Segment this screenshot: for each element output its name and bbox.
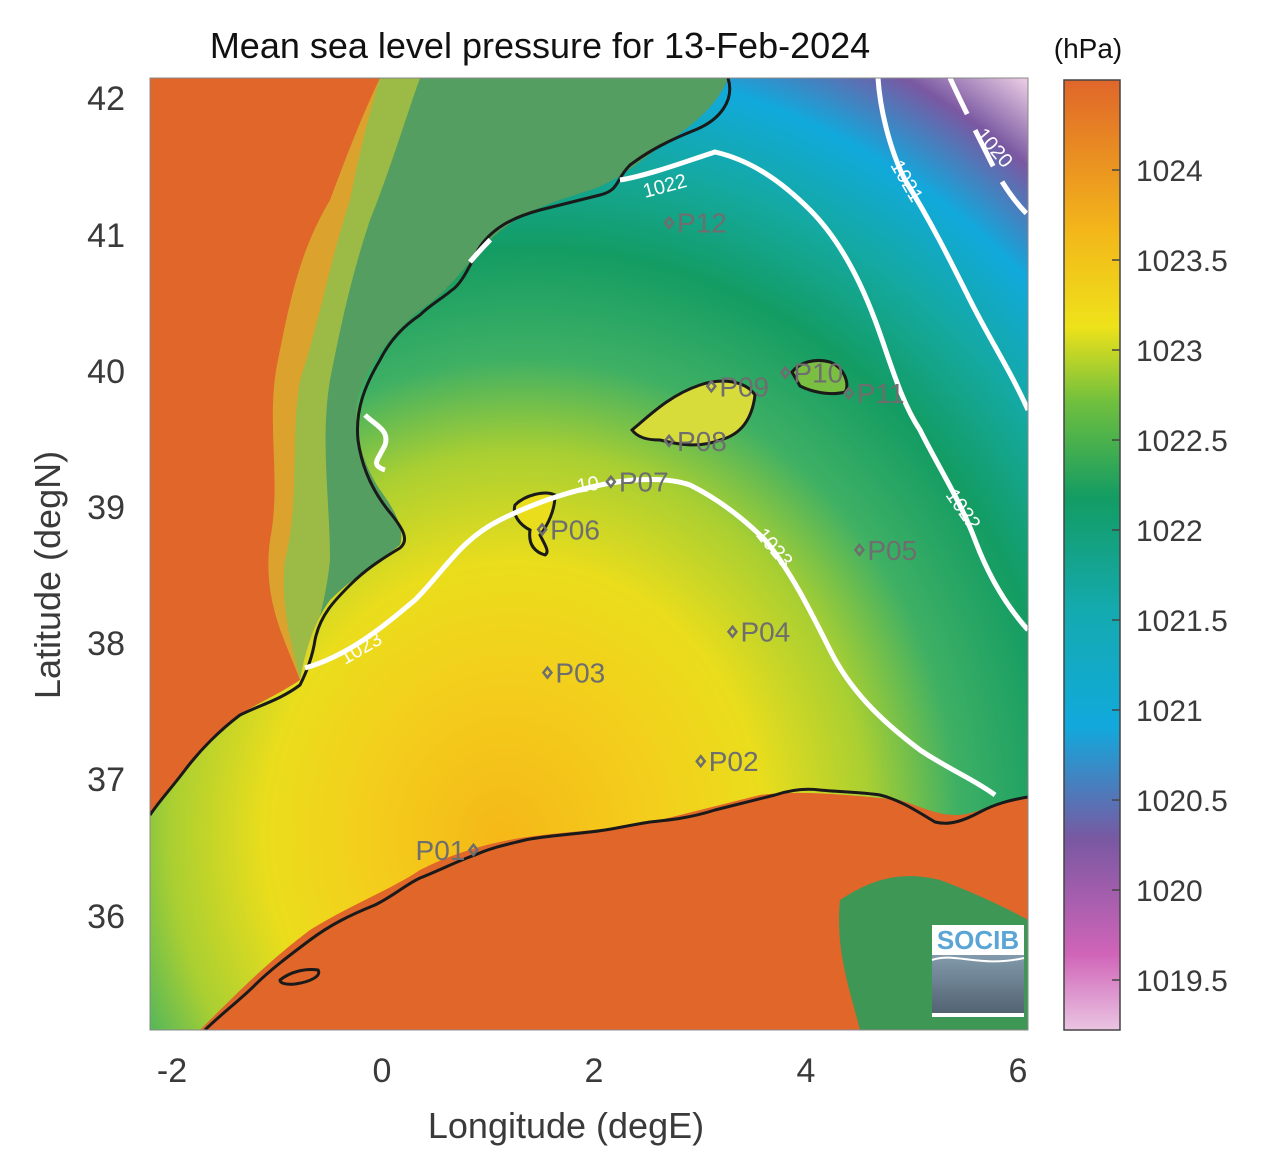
station-label: P08 (677, 426, 727, 457)
contour-1023-inner (363, 413, 389, 473)
land-north-africa (150, 792, 1028, 1030)
colorbar-tick-label: 1022.5 (1136, 425, 1228, 458)
colorbar-tick-label: 1021.5 (1136, 605, 1228, 638)
x-tick-label: 2 (585, 1052, 604, 1090)
colorbar: 1024 1023.5 1023 1022.5 1022 1021.5 1021… (1063, 79, 1228, 1031)
x-tick-label: 6 (1009, 1052, 1028, 1090)
station-label: P02 (709, 746, 759, 777)
station-label: P03 (555, 658, 605, 689)
station-label: P11 (857, 378, 905, 409)
colorbar-tick-label: 1024 (1136, 155, 1203, 188)
station-label: P04 (740, 617, 790, 648)
coastline-alboran (278, 968, 321, 986)
coastlines (150, 78, 1028, 1030)
station-marker (695, 754, 707, 769)
logo-wave (931, 956, 1025, 963)
station-marker (467, 842, 479, 857)
coastline-iberia (150, 78, 732, 816)
coastline-mallorca (629, 379, 757, 447)
coastline-menorca (790, 358, 849, 396)
y-tick-label: 39 (87, 489, 125, 527)
contour-1021 (875, 78, 1028, 412)
station-marker (536, 522, 548, 537)
contour-1020 (947, 78, 1028, 217)
colorbar-tick-label: 1023.5 (1136, 245, 1228, 278)
station-marker (663, 433, 675, 448)
map-area (150, 78, 1028, 1030)
contour-1022 (619, 149, 1028, 632)
colorbar-gradient (1063, 79, 1121, 1031)
island-mallorca (632, 381, 755, 445)
station-label: P05 (867, 535, 917, 566)
station-marker (663, 215, 675, 230)
station-label: P01 (416, 835, 466, 866)
logo-text-bg (932, 925, 1024, 955)
station-marker (779, 365, 791, 380)
colorbar-tick-label: 1020 (1136, 875, 1203, 908)
colorbar-unit: (hPa) (1054, 33, 1122, 64)
colorbar-tick-label: 1019.5 (1136, 965, 1228, 998)
station-marker (853, 542, 865, 557)
station-label: P10 (793, 358, 843, 389)
station-label: P06 (550, 514, 600, 545)
colorbar-tick-label: 1022 (1136, 515, 1203, 548)
station-label: P09 (719, 371, 769, 402)
station-points: P01 P02 P03 P04 P05 P06 P07 P08 P09 P10 P11 P12 (416, 208, 918, 866)
contour-1023 (304, 477, 997, 798)
contour-1022-west (468, 228, 502, 264)
x-axis-label: Longitude (degE) (428, 1105, 704, 1146)
y-tick-label: 41 (87, 217, 125, 255)
y-axis-label: Latitude (degN) (27, 451, 68, 699)
colorbar-ticks (1112, 169, 1120, 981)
y-tick-label: 38 (87, 625, 125, 663)
station-marker (541, 665, 554, 680)
island-menorca (792, 360, 847, 394)
map-frame (149, 77, 1029, 1031)
y-tick-label: 36 (87, 898, 125, 936)
y-tick-label: 40 (87, 353, 125, 391)
station-label: P07 (619, 467, 669, 498)
colorbar-tick-label: 1021 (1136, 695, 1203, 728)
colorbar-tick-label: 1020.5 (1136, 785, 1228, 818)
contour-label-10: 10 (575, 472, 601, 498)
x-axis: -2 0 2 4 6 Longitude (degE) (157, 1052, 1028, 1146)
y-tick-label: 37 (87, 761, 125, 799)
station-marker (705, 379, 717, 394)
socib-logo: SOCIB (931, 925, 1025, 1017)
y-axis: 42 41 40 39 38 37 36 Latitude (degN) (27, 80, 125, 936)
station-label: P12 (677, 208, 727, 239)
land-coastal-yellow (268, 78, 420, 680)
x-tick-label: 0 (373, 1052, 392, 1090)
coastline-africa (203, 787, 1028, 1030)
station-marker (726, 624, 739, 639)
colorbar-tick-label: 1023 (1136, 335, 1203, 368)
pressure-contours (304, 78, 1028, 798)
station-marker (843, 386, 855, 401)
coastline-ibiza (512, 491, 557, 557)
land-coastal-band (283, 78, 728, 680)
y-tick-label: 42 (87, 80, 125, 118)
x-tick-label: 4 (797, 1052, 816, 1090)
x-tick-label: -2 (157, 1052, 187, 1090)
logo-text: SOCIB (937, 925, 1019, 955)
map-title: Mean sea level pressure for 13-Feb-2024 (210, 25, 870, 66)
station-marker (605, 474, 617, 489)
